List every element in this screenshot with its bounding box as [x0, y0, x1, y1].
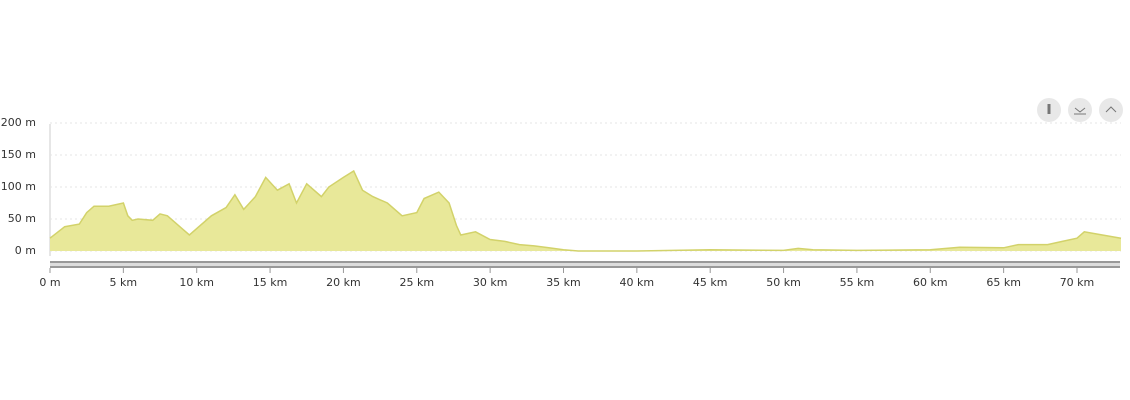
collapse-icon: [1105, 106, 1117, 113]
x-tick-label: 20 km: [326, 276, 361, 289]
y-tick-label: 100 m: [1, 180, 36, 193]
x-tick-label: 65 km: [986, 276, 1021, 289]
x-tick-label: 60 km: [913, 276, 948, 289]
range-bar-inner: [50, 263, 1120, 266]
x-tick-label: 10 km: [179, 276, 214, 289]
y-tick-label: 200 m: [1, 116, 36, 129]
y-tick-label: 150 m: [1, 148, 36, 161]
download-icon: [1074, 107, 1086, 115]
y-tick-label: 0 m: [15, 244, 36, 257]
collapse-button[interactable]: [1099, 98, 1123, 122]
x-tick-label: 5 km: [110, 276, 138, 289]
elevation-line: [49, 169, 1122, 252]
download-button[interactable]: [1068, 98, 1092, 122]
x-tick-label: 70 km: [1060, 276, 1095, 289]
x-tick-label: 25 km: [399, 276, 434, 289]
x-tick-label: 50 km: [766, 276, 801, 289]
x-tick-label: 35 km: [546, 276, 581, 289]
elevation-area: [50, 171, 1121, 251]
x-tick-label: 55 km: [840, 276, 875, 289]
x-tick-label: 40 km: [620, 276, 655, 289]
y-tick-label: 50 m: [8, 212, 36, 225]
x-tick-label: 45 km: [693, 276, 728, 289]
toolbar: [1037, 98, 1123, 122]
x-tick-label: 0 m: [39, 276, 60, 289]
info-icon: [1047, 104, 1051, 114]
x-tick-label: 30 km: [473, 276, 508, 289]
x-tick-label: 15 km: [253, 276, 288, 289]
